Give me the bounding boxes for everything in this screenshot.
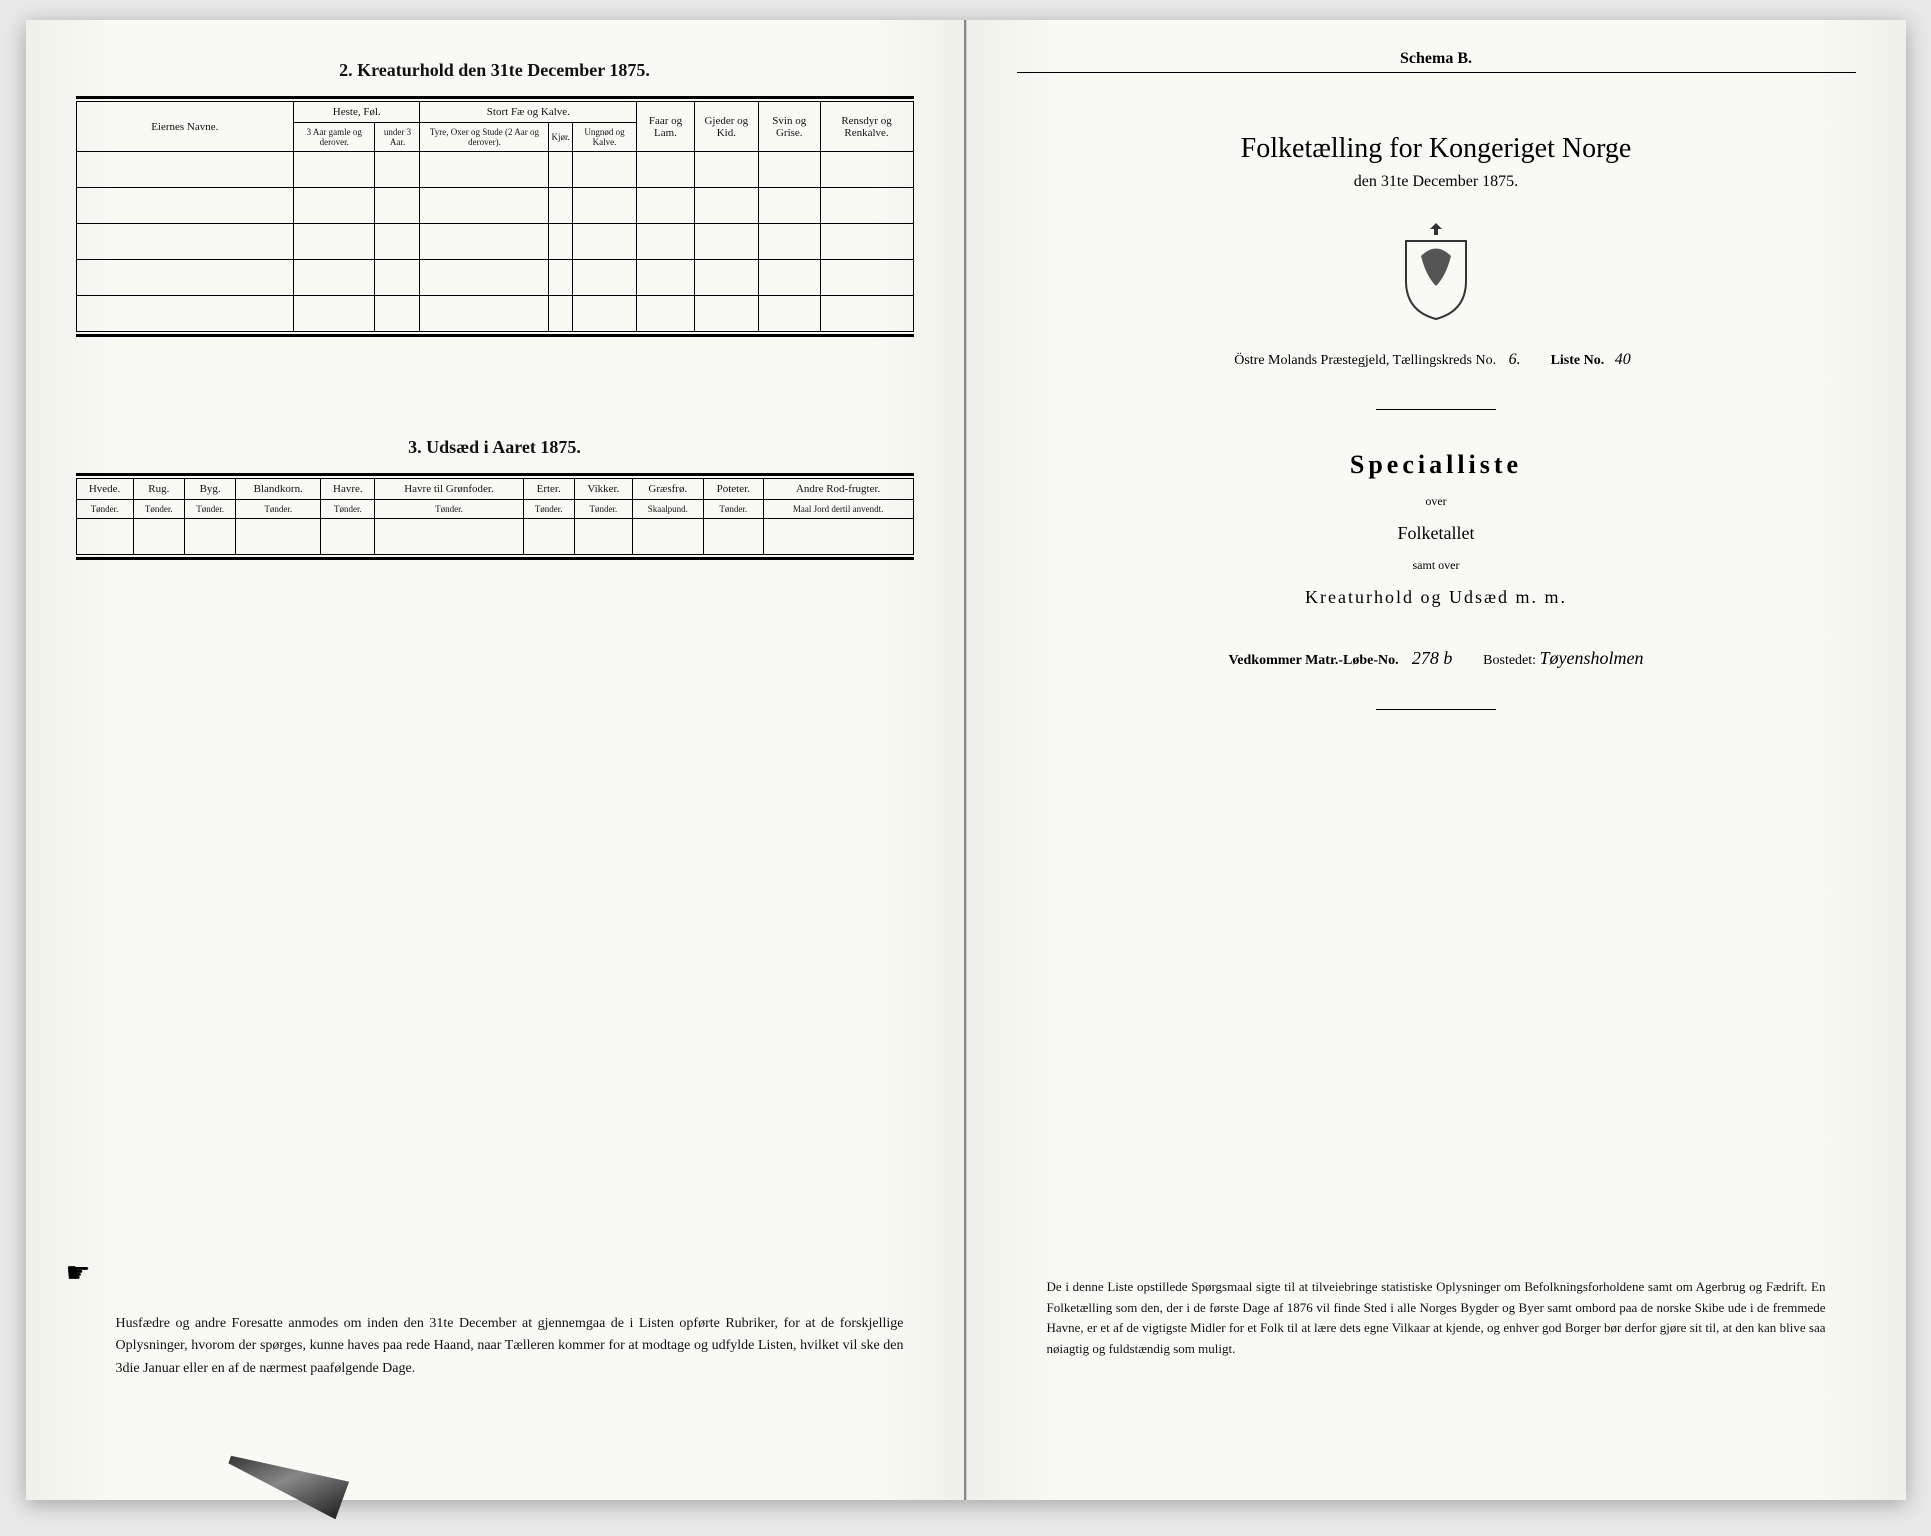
rule xyxy=(1376,709,1496,710)
liste-no: 40 xyxy=(1608,351,1638,369)
unit: Tønder. xyxy=(76,500,133,519)
unit: Tønder. xyxy=(375,500,523,519)
col: Havre. xyxy=(321,479,375,500)
parish-line: Östre Molands Præstegjeld, Tællingskreds… xyxy=(1017,351,1856,369)
samt-text: samt over xyxy=(1017,558,1856,573)
unit: Tønder. xyxy=(703,500,763,519)
unit: Tønder. xyxy=(184,500,235,519)
udsaed-unit-row: Tønder. Tønder. Tønder. Tønder. Tønder. … xyxy=(76,500,913,519)
table-row xyxy=(76,152,913,188)
section3-title: 3. Udsæd i Aaret 1875. xyxy=(76,437,914,458)
col-stort1: Tyre, Oxer og Stude (2 Aar og derover). xyxy=(420,123,549,152)
rule xyxy=(76,557,914,560)
unit: Tønder. xyxy=(133,500,184,519)
col-rensdyr: Rensdyr og Renkalve. xyxy=(820,102,913,152)
table-row xyxy=(76,224,913,260)
pointing-hand-icon: ☛ xyxy=(66,1256,91,1290)
col: Andre Rod-frugter. xyxy=(763,479,913,500)
col: Rug. xyxy=(133,479,184,500)
col: Poteter. xyxy=(703,479,763,500)
kreatur-text: Kreaturhold og Udsæd m. m. xyxy=(1017,587,1856,608)
schema-label: Schema B. xyxy=(1017,50,1856,73)
rule xyxy=(76,334,914,337)
udsaed-head-row: Hvede. Rug. Byg. Blandkorn. Havre. Havre… xyxy=(76,479,913,500)
col-heste2: under 3 Aar. xyxy=(375,123,420,152)
table-row xyxy=(76,519,913,555)
unit: Tønder. xyxy=(523,500,574,519)
specialliste-title: Specialliste xyxy=(1017,450,1856,480)
section-kreaturhold: 2. Kreaturhold den 31te December 1875. E… xyxy=(76,60,914,337)
table-row xyxy=(76,296,913,332)
vedkommer-line: Vedkommer Matr.-Løbe-No. 278 b Bostedet:… xyxy=(1017,648,1856,669)
coat-of-arms-icon xyxy=(1396,221,1476,321)
col-owner: Eiernes Navne. xyxy=(76,102,294,152)
rule xyxy=(1376,409,1496,410)
udsaed-table: Hvede. Rug. Byg. Blandkorn. Havre. Havre… xyxy=(76,478,914,555)
table-row xyxy=(76,260,913,296)
col: Erter. xyxy=(523,479,574,500)
pen-shadow xyxy=(222,1441,348,1520)
section-udsaed: 3. Udsæd i Aaret 1875. Hvede. Rug. Byg. … xyxy=(76,437,914,560)
unit: Skaalpund. xyxy=(632,500,703,519)
colgroup-stort: Stort Fæ og Kalve. xyxy=(420,102,637,123)
vedk-label: Vedkommer Matr.-Løbe-No. xyxy=(1228,653,1398,668)
col-faar: Faar og Lam. xyxy=(637,102,694,152)
col: Havre til Grønfoder. xyxy=(375,479,523,500)
bosted-label: Bostedet: xyxy=(1483,653,1536,668)
colgroup-heste: Heste, Føl. xyxy=(294,102,420,123)
col-stort3: Ungnød og Kalve. xyxy=(572,123,637,152)
right-footer-note: De i denne Liste opstillede Spørgsmaal s… xyxy=(1047,1277,1826,1360)
main-subtitle: den 31te December 1875. xyxy=(1017,173,1856,191)
unit: Tønder. xyxy=(236,500,321,519)
rule xyxy=(76,96,914,99)
liste-label: Liste No. xyxy=(1551,353,1605,368)
unit: Tønder. xyxy=(574,500,632,519)
col: Græsfrø. xyxy=(632,479,703,500)
book-spread: 2. Kreaturhold den 31te December 1875. E… xyxy=(26,20,1906,1500)
col: Vikker. xyxy=(574,479,632,500)
unit: Tønder. xyxy=(321,500,375,519)
section2-title: 2. Kreaturhold den 31te December 1875. xyxy=(76,60,914,81)
kreatur-table: Eiernes Navne. Heste, Føl. Stort Fæ og K… xyxy=(76,101,914,332)
left-page: 2. Kreaturhold den 31te December 1875. E… xyxy=(26,20,966,1500)
vedk-no: 278 b xyxy=(1402,648,1462,669)
col-svin: Svin og Grise. xyxy=(758,102,820,152)
col-stort2: Kjør. xyxy=(549,123,572,152)
main-title: Folketælling for Kongeriget Norge xyxy=(1017,133,1856,165)
col-gjeder: Gjeder og Kid. xyxy=(694,102,758,152)
col: Blandkorn. xyxy=(236,479,321,500)
col: Hvede. xyxy=(76,479,133,500)
col-heste1: 3 Aar gamle og derover. xyxy=(294,123,375,152)
parish-prefix: Östre Molands Præstegjeld, Tællingskreds… xyxy=(1234,353,1496,368)
unit: Maal Jord dertil anvendt. xyxy=(763,500,913,519)
kreds-no: 6. xyxy=(1500,351,1530,369)
right-page: Schema B. Folketælling for Kongeriget No… xyxy=(966,20,1906,1500)
folketallet-text: Folketallet xyxy=(1017,523,1856,544)
col: Byg. xyxy=(184,479,235,500)
left-footer-note: Husfædre og andre Foresatte anmodes om i… xyxy=(116,1313,904,1380)
rule xyxy=(76,473,914,476)
bosted-value: Tøyensholmen xyxy=(1540,648,1644,669)
table-row xyxy=(76,188,913,224)
over-text: over xyxy=(1017,494,1856,509)
